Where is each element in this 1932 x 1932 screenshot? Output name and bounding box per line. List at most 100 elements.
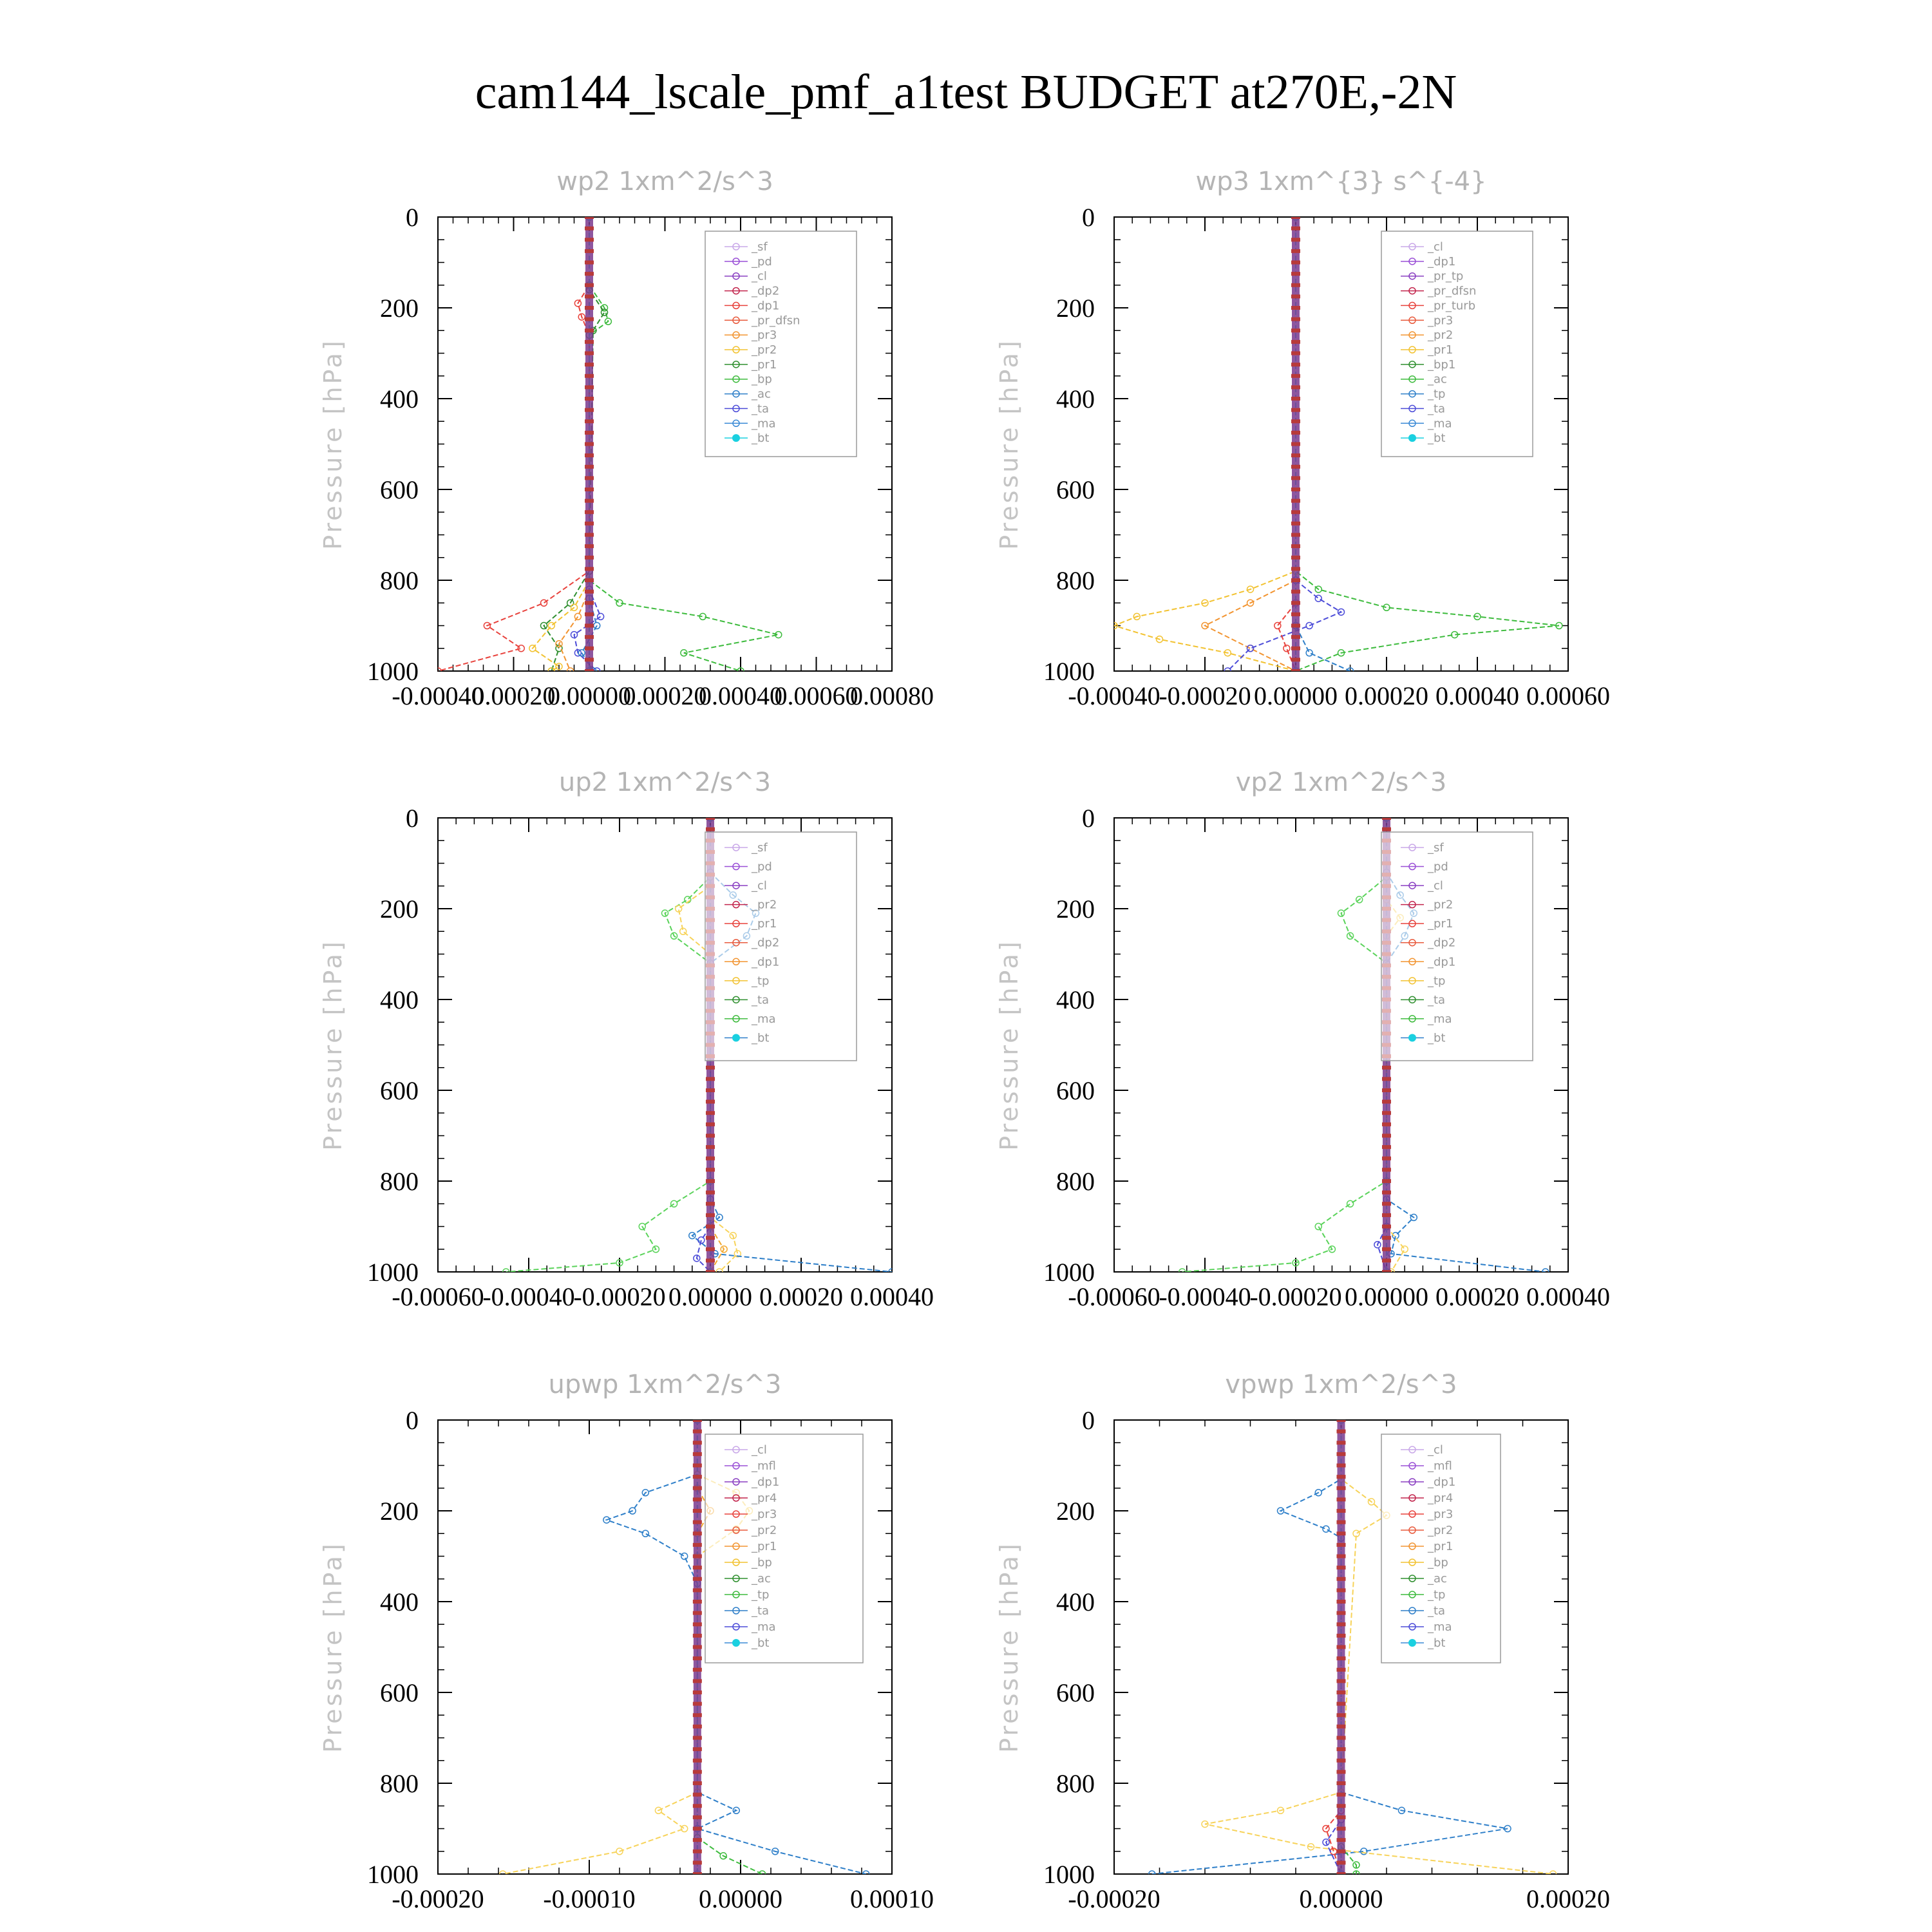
data-point (641, 1530, 650, 1537)
zero-series-marker (1336, 1520, 1346, 1524)
zero-series-marker (585, 544, 594, 549)
zero-series-marker (1336, 1815, 1346, 1819)
zero-series-marker (692, 1611, 702, 1615)
zero-series-marker (692, 1838, 702, 1842)
y-tick-label: 600 (1056, 1076, 1095, 1105)
data-point (732, 1806, 741, 1815)
zero-series-marker (1336, 1804, 1346, 1808)
data-point (1224, 649, 1231, 657)
legend-marker (732, 361, 740, 368)
zero-series-marker (1336, 1452, 1346, 1456)
series-line-bp (589, 217, 779, 671)
zero-series-marker (692, 1701, 702, 1706)
data-point (654, 1806, 663, 1815)
data-point (570, 603, 578, 612)
zero-series-marker (706, 1224, 715, 1229)
zero-series-marker (1336, 1509, 1346, 1513)
legend-entry: _dp1 (751, 955, 779, 969)
zero-series-marker (585, 578, 594, 582)
data-point (540, 599, 548, 607)
legend-marker (732, 1526, 740, 1534)
data-point (862, 1870, 870, 1874)
zero-series-marker (1336, 1531, 1346, 1536)
x-tick-label: 0.00000 (1254, 681, 1338, 710)
data-point (1360, 1848, 1368, 1855)
y-tick-label: 200 (1056, 294, 1095, 323)
legend-marker (1408, 1575, 1416, 1582)
legend-entry: _tp (751, 1588, 769, 1602)
legend-box (705, 1434, 864, 1663)
data-point (1246, 599, 1255, 607)
legend-marker (732, 346, 740, 354)
data-point (729, 1231, 737, 1240)
x-tick-label: 0.00020 (759, 1282, 843, 1311)
legend-entry: _bp (1427, 1556, 1448, 1569)
legend-marker (732, 1623, 740, 1631)
legend-marker (1408, 390, 1416, 398)
zero-series-marker (1291, 374, 1300, 378)
legend-entry: _pr1 (1427, 343, 1453, 357)
zero-series-marker (1336, 1486, 1346, 1490)
data-point (1337, 649, 1345, 657)
zero-series-marker (706, 827, 715, 831)
zero-series-marker (1336, 1463, 1346, 1468)
zero-series-marker (1291, 533, 1300, 537)
data-point (737, 667, 744, 671)
data-point (1276, 1806, 1285, 1815)
zero-series-marker (1382, 1190, 1391, 1195)
data-point (1283, 645, 1291, 652)
panel-grid: wp2 1xm^2/s^3 Pressure [hPa] 0 200 400 600 800… (319, 167, 1610, 1913)
data-point (688, 1231, 696, 1240)
data-point (674, 905, 683, 913)
legend-marker (1408, 977, 1416, 985)
zero-series-marker (692, 1747, 702, 1752)
zero-series-marker (1336, 1611, 1346, 1615)
data-point (641, 1489, 650, 1497)
legend-entry: _pr2 (1427, 1524, 1453, 1537)
data-point (1274, 621, 1282, 630)
data-point (1352, 1861, 1360, 1869)
zero-series-marker (1291, 567, 1300, 571)
zero-series-marker (585, 328, 594, 333)
y-tick-label: 0 (1082, 203, 1095, 232)
zero-series-marker (692, 1758, 702, 1763)
zero-series-marker (585, 430, 594, 435)
zero-series-marker (585, 238, 594, 242)
legend: _sf _pd _cl _pr2 _pr1 _dp2 _dp1 _tp _ta _ma _bt (1381, 831, 1533, 1061)
legend-marker (732, 920, 740, 927)
zero-series-marker (585, 555, 594, 560)
legend-marker (1408, 1015, 1416, 1023)
legend-marker (732, 301, 740, 310)
zero-series-marker (1291, 669, 1300, 671)
legend-marker (1408, 844, 1416, 851)
y-tick-label: 1000 (1043, 657, 1095, 686)
data-point (600, 308, 609, 316)
y-tick-label: 200 (380, 895, 419, 923)
y-tick-label: 600 (380, 475, 419, 504)
zero-series-marker (1291, 339, 1300, 344)
data-point (1337, 608, 1345, 616)
zero-series-marker (1336, 1429, 1346, 1434)
data-point (604, 317, 612, 325)
y-tick-label: 1000 (367, 1860, 419, 1889)
data-point (629, 1507, 636, 1515)
legend-marker (1408, 996, 1416, 1004)
legend-entry: _pr2 (751, 1524, 777, 1537)
zero-series-marker (1336, 1497, 1346, 1502)
zero-series-marker (1382, 1236, 1391, 1240)
zero-series-marker (692, 1736, 702, 1740)
panel-title: vp2 1xm^2/s^3 (1236, 768, 1447, 797)
data-point (1305, 621, 1313, 630)
legend-entry: _pr1 (751, 1540, 777, 1553)
legend: _sf _pd _cl _pr2 _pr1 _dp2 _dp1 _tp _ta _ma _bt (705, 831, 857, 1061)
legend-marker (732, 258, 740, 265)
y-tick-label: 800 (380, 1167, 419, 1196)
zero-series-marker (692, 1633, 702, 1638)
data-point (517, 645, 525, 652)
legend-entry: _bt (1427, 1031, 1445, 1045)
legend-marker (1408, 1607, 1416, 1615)
zero-series-marker (1382, 1145, 1391, 1150)
zero-series-marker (585, 442, 594, 446)
legend-entry: _pr_tp (1427, 270, 1463, 283)
legend-marker (1408, 272, 1416, 280)
